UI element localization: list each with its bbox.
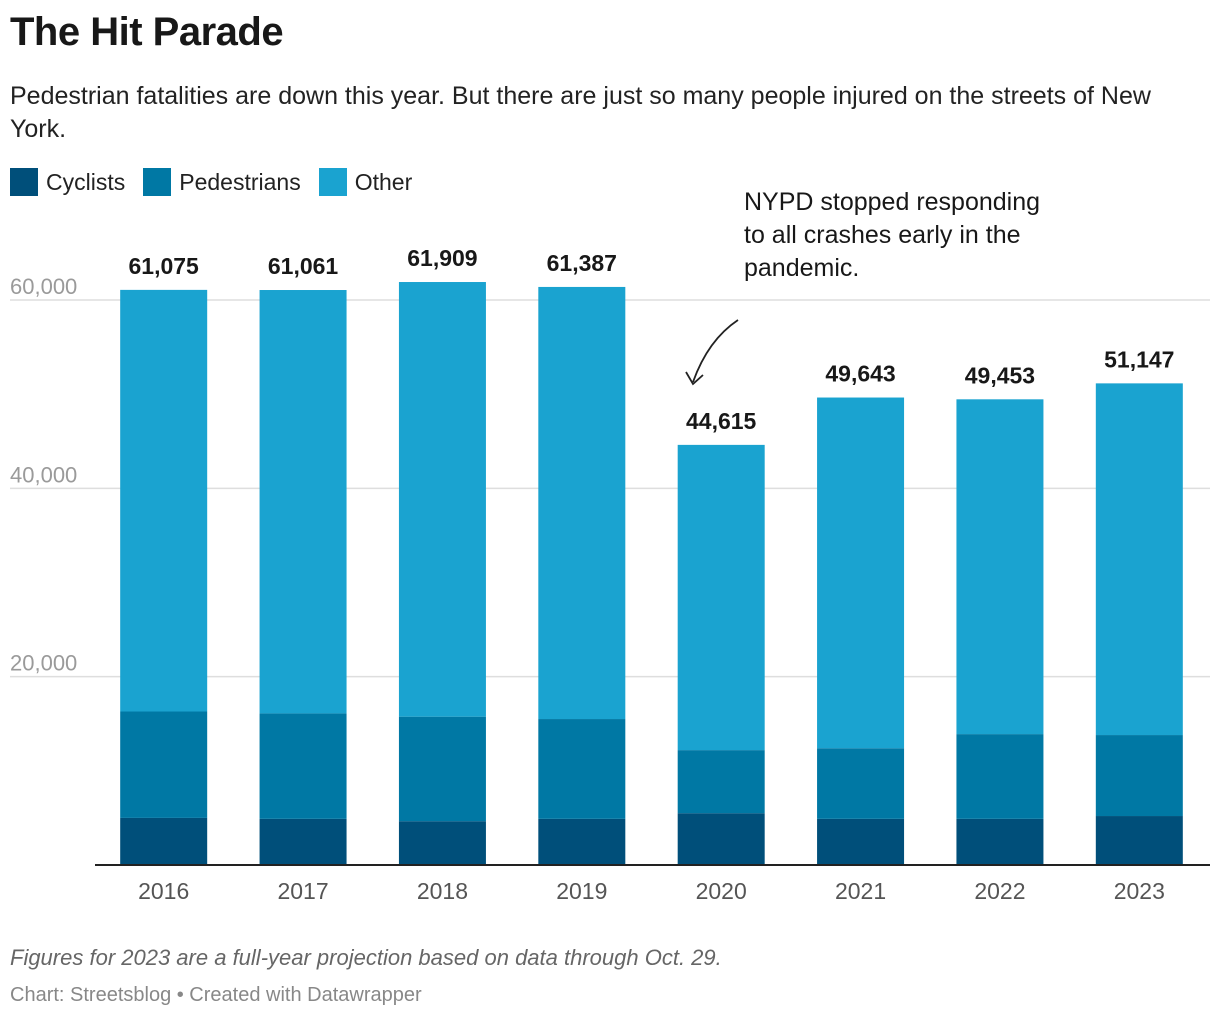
pandemic-annotation: NYPD stopped responding to all crashes e… [744,188,1041,282]
y-tick-label-40000: 40,000 [10,462,77,487]
bar-cyclists-2018 [398,821,486,865]
bar-pedestrians-2017 [259,713,347,819]
bar-other-2020 [677,444,765,751]
x-tick-label-2018: 2018 [417,878,468,904]
legend-item-cyclists: Cyclists [10,168,125,196]
bar-pedestrians-2020 [677,750,765,814]
bar-cyclists-2020 [677,813,765,865]
total-label-2017: 61,061 [268,253,339,279]
annotation-arrow [692,319,739,383]
total-label-2023: 51,147 [1104,346,1174,372]
legend: Cyclists Pedestrians Other [10,168,412,196]
legend-swatch-other [318,168,347,196]
legend-label-other: Other [354,168,413,195]
chart-subtitle: Pedestrian fatalities are down this year… [10,82,1151,143]
bar-pedestrians-2019 [538,719,626,819]
x-tick-label-2019: 2019 [556,878,607,904]
bar-cyclists-2016 [120,817,208,865]
bar-other-2023 [1095,383,1183,736]
annotation-arrowhead [685,371,704,386]
x-tick-label-2017: 2017 [277,878,328,904]
x-tick-label-2020: 2020 [696,878,747,904]
legend-label-cyclists: Cyclists [46,168,126,195]
bar-pedestrians-2022 [956,734,1044,819]
bar-other-2022 [956,399,1044,735]
bar-cyclists-2023 [1095,816,1183,865]
bar-cyclists-2017 [259,818,347,865]
x-tick-label-2023: 2023 [1114,878,1165,904]
legend-item-other: Other [318,168,413,196]
stacked-bar-chart: 20,000 40,000 60,000 61,075 2016 61,061 2017 61… [10,245,1210,904]
chart-title: The Hit Parade [10,10,284,54]
total-label-2021: 49,643 [825,361,895,387]
y-tick-label-20000: 20,000 [10,651,77,676]
y-tick-label-60000: 60,000 [10,274,77,299]
bar-pedestrians-2023 [1095,735,1183,817]
total-label-2020: 44,615 [686,408,757,434]
legend-label-pedestrians: Pedestrians [179,168,301,195]
total-label-2018: 61,909 [407,245,477,271]
x-tick-label-2021: 2021 [835,878,886,904]
bar-other-2017 [259,290,347,714]
bar-cyclists-2019 [538,818,626,865]
chart-footnote: Figures for 2023 are a full-year project… [10,945,722,970]
bar-other-2018 [398,282,486,717]
legend-swatch-pedestrians [143,168,172,196]
bar-pedestrians-2021 [817,748,905,819]
x-tick-label-2022: 2022 [974,878,1025,904]
bar-other-2019 [538,286,626,720]
total-label-2016: 61,075 [129,253,200,279]
x-tick-label-2016: 2016 [138,878,189,904]
bar-cyclists-2021 [817,818,905,865]
legend-swatch-cyclists [10,168,38,196]
bar-pedestrians-2016 [120,711,208,818]
total-label-2019: 61,387 [547,250,617,276]
bar-other-2021 [817,397,905,749]
legend-item-pedestrians: Pedestrians [143,168,301,196]
bar-cyclists-2022 [956,818,1044,865]
total-label-2022: 49,453 [965,362,1035,388]
chart-credit: Chart: Streetsblog • Created with Datawr… [10,984,422,1006]
bar-pedestrians-2018 [398,716,486,822]
bar-other-2016 [120,289,208,712]
